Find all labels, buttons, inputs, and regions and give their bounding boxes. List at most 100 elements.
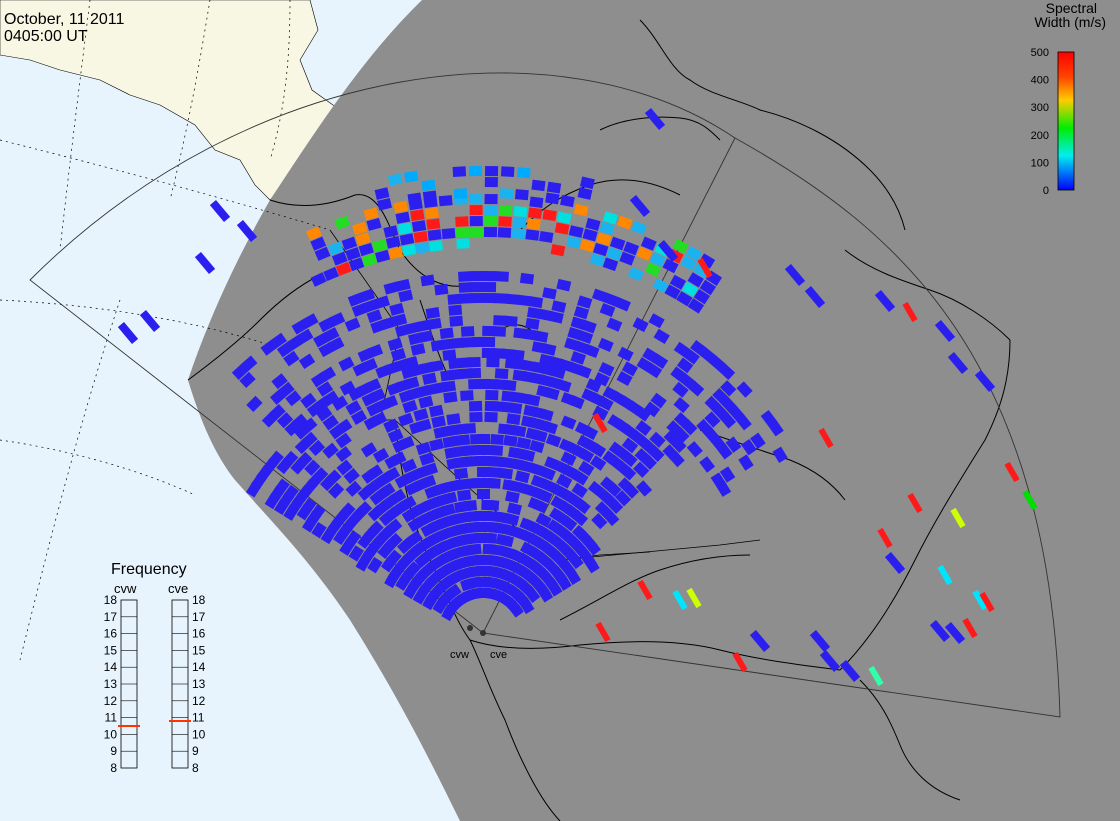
- echo-cell: [404, 170, 419, 183]
- echo-cell: [447, 293, 462, 305]
- echo-cell: [274, 478, 290, 495]
- echo-cell: [583, 344, 600, 359]
- echo-cell: [511, 227, 526, 240]
- echo-cell: [560, 415, 577, 430]
- echo-cell: [383, 466, 401, 483]
- echo-cell: [361, 253, 378, 267]
- echo-cell: [309, 504, 326, 521]
- echo-cell: [445, 583, 462, 600]
- echo-cell: [382, 395, 399, 410]
- echo-cell: [442, 349, 457, 361]
- echo-cell: [316, 405, 333, 422]
- echo-cell: [937, 564, 953, 586]
- echo-cell: [541, 343, 557, 356]
- echo-cell: [511, 425, 527, 438]
- echo-cell: [526, 307, 542, 319]
- echo-cell: [348, 257, 365, 272]
- echo-cell: [403, 356, 419, 370]
- echo-cell: [606, 317, 623, 332]
- echo-cell: [339, 380, 356, 396]
- echo-cell: [718, 363, 736, 380]
- echo-cell: [398, 435, 415, 450]
- echo-cell: [443, 391, 458, 404]
- echo-cell: [322, 390, 340, 406]
- echo-cell: [374, 187, 390, 200]
- echo-cell: [372, 447, 390, 464]
- echo-cell: [371, 411, 388, 427]
- echo-cell: [633, 461, 650, 478]
- echo-cell: [383, 418, 400, 433]
- echo-cell: [513, 206, 528, 218]
- echo-cell: [355, 501, 373, 518]
- echo-cell: [614, 490, 632, 507]
- echo-cell: [716, 443, 733, 460]
- echo-cell: [567, 552, 584, 570]
- echo-cell: [393, 200, 409, 214]
- echo-cell: [544, 530, 561, 547]
- echo-cell: [420, 274, 435, 287]
- echo-cell: [308, 439, 326, 457]
- echo-cell: [316, 381, 334, 397]
- echo-cell: [283, 350, 300, 367]
- echo-cell: [542, 420, 558, 435]
- echo-cell: [291, 319, 308, 335]
- echo-cell: [525, 229, 540, 241]
- echo-cell: [579, 176, 595, 190]
- echo-cell: [623, 241, 640, 256]
- echo-cell: [699, 279, 717, 296]
- echo-cell: [698, 253, 716, 269]
- echo-cell: [560, 515, 578, 532]
- echo-cell: [649, 252, 666, 267]
- echo-cell: [456, 238, 470, 249]
- echo-cell: [653, 328, 670, 345]
- echo-cell: [750, 432, 766, 450]
- echo-cell: [345, 530, 362, 547]
- echo-cell: [680, 255, 697, 271]
- echo-cell: [877, 527, 893, 549]
- echo-cell: [621, 361, 639, 377]
- echo-cell: [585, 217, 601, 231]
- echo-cell: [386, 532, 403, 550]
- echo-cell: [358, 242, 374, 257]
- echo-cell: [482, 292, 496, 304]
- echo-cell: [426, 218, 441, 230]
- echo-cell: [526, 218, 541, 230]
- echo-cell: [267, 450, 284, 467]
- echo-cell: [484, 165, 499, 177]
- frequency-title: Frequency: [111, 561, 187, 578]
- echo-cell: [578, 460, 595, 477]
- echo-cell: [599, 302, 616, 317]
- echo-cell: [310, 236, 327, 251]
- echo-cell: [493, 315, 507, 326]
- echo-cell: [270, 332, 287, 349]
- frequency-scale-label: 17: [192, 610, 206, 624]
- echo-cell: [974, 370, 996, 392]
- frequency-panel: Frequency cvw18171615141312111098cve1817…: [104, 561, 206, 775]
- echo-cell: [470, 270, 484, 282]
- echo-cell: [673, 397, 690, 414]
- echo-cell: [672, 589, 688, 611]
- echo-cell: [441, 380, 456, 393]
- echo-cell: [571, 482, 588, 499]
- echo-cell: [471, 336, 486, 348]
- legend-tick-label: 100: [1031, 157, 1049, 169]
- echo-cell: [699, 347, 717, 364]
- echo-cell: [335, 446, 352, 463]
- echo-cell: [451, 512, 467, 525]
- echo-cell: [699, 456, 716, 473]
- echo-cell: [449, 315, 464, 327]
- echo-cell: [477, 489, 490, 499]
- echo-cell: [318, 317, 335, 333]
- echo-cell: [537, 308, 553, 322]
- echo-cell: [548, 310, 564, 324]
- echo-cell: [410, 343, 426, 356]
- echo-cell: [335, 432, 352, 449]
- echo-cell: [542, 209, 557, 222]
- echo-cell: [339, 502, 356, 519]
- echo-cell: [325, 469, 342, 486]
- echo-cell: [609, 236, 626, 251]
- echo-cell: [809, 630, 831, 652]
- echo-cell: [413, 408, 429, 422]
- echo-cell: [369, 388, 386, 403]
- echo-cell: [463, 445, 478, 456]
